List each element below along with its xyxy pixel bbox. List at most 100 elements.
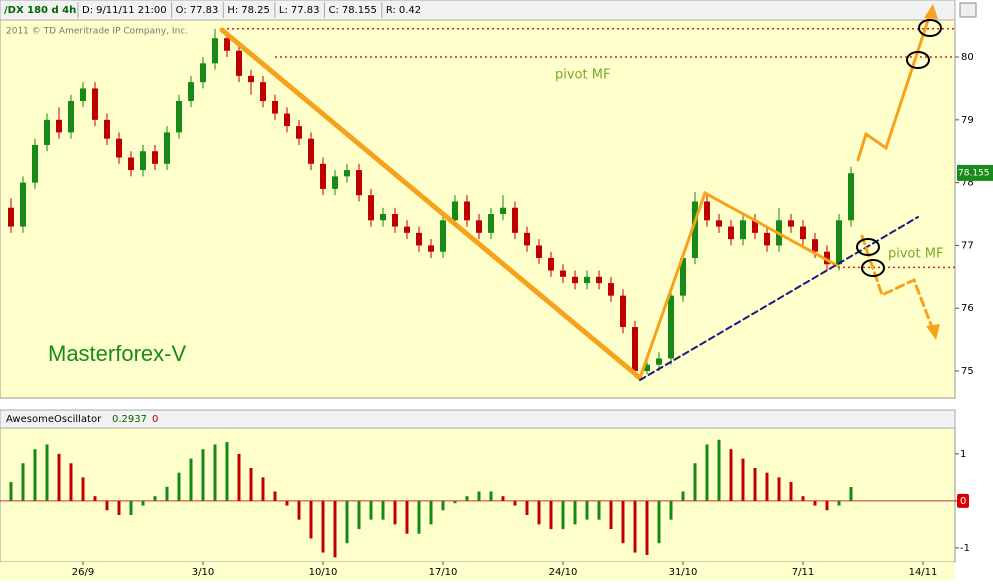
candle-body [68, 101, 74, 133]
y-tick-label: 78 [961, 178, 974, 189]
candle-body [44, 119, 50, 145]
candle-body [464, 201, 470, 221]
osc-bar [597, 500, 601, 520]
candle-body [296, 126, 302, 139]
candle-body [632, 327, 638, 371]
osc-bar [765, 472, 769, 501]
copyright: 2011 © TD Ameritrade IP Company, Inc. [6, 27, 188, 37]
field-value: 77.83 [291, 5, 320, 16]
field-value: 9/11/11 21:00 [96, 5, 167, 16]
trend-line [219, 27, 643, 381]
candle-body [620, 295, 626, 328]
osc-bar [741, 458, 745, 501]
osc-bar [705, 444, 709, 501]
osc-bar [129, 500, 133, 515]
osc-zero: 0 [152, 414, 158, 425]
candle-body [752, 220, 758, 233]
osc-bar [453, 500, 457, 504]
field-value: 77.83 [190, 5, 219, 16]
candle-body [800, 226, 806, 240]
candle-body [716, 220, 722, 227]
x-tick-label: 24/10 [549, 567, 578, 578]
osc-bar [513, 500, 517, 506]
osc-bar [825, 500, 829, 511]
candle-body [848, 173, 854, 221]
candle-body [200, 63, 206, 83]
osc-bar [69, 463, 73, 501]
osc-bar [837, 500, 841, 506]
marker [918, 19, 942, 37]
price-tag-label: 78.155 [958, 168, 990, 178]
candle-body [476, 220, 482, 233]
candle-body [788, 220, 794, 227]
print-button[interactable] [959, 2, 977, 18]
osc-bar [117, 500, 121, 515]
osc-bar [429, 500, 433, 525]
osc-bar [21, 463, 25, 501]
candle-body [308, 138, 314, 164]
candle-body [188, 82, 194, 101]
candle-body [284, 113, 290, 127]
candle-body [836, 220, 842, 265]
osc-bar [153, 496, 157, 501]
field-label: L: [279, 5, 288, 16]
candle-body [116, 138, 122, 158]
x-tick-label: 3/10 [192, 567, 214, 578]
osc-bar [717, 439, 721, 501]
candle-body [596, 276, 602, 284]
osc-bar [273, 491, 277, 501]
candle-body [740, 220, 746, 240]
osc-bar [681, 491, 685, 501]
candle-body [572, 276, 578, 284]
watermark: Masterforex-V [48, 341, 186, 366]
osc-bar [789, 482, 793, 501]
y-tick-label: 77 [961, 240, 974, 251]
osc-bar [165, 486, 169, 501]
candle-body [416, 232, 422, 246]
osc-bar [297, 500, 301, 520]
candle-body [764, 232, 770, 246]
osc-bar [57, 453, 61, 501]
osc-bar [237, 453, 241, 501]
candle-body [356, 170, 362, 196]
candle-body [224, 38, 230, 51]
osc-bar [93, 496, 97, 501]
candle-body [56, 119, 62, 133]
candle-body [452, 201, 458, 221]
time-axis [0, 562, 955, 580]
marker [856, 238, 880, 256]
osc-header-bar [0, 409, 956, 429]
osc-bar [417, 500, 421, 534]
osc-bar [45, 444, 49, 501]
field-label: D: [82, 5, 93, 16]
osc-bar [369, 500, 373, 520]
candle-body [32, 144, 38, 183]
candle-body [728, 226, 734, 240]
marker [906, 51, 930, 69]
header-field: D: 9/11/11 21:00 [82, 5, 167, 16]
osc-bar [501, 496, 505, 501]
x-tick-label: 7/11 [792, 567, 814, 578]
y-tick-label: 1 [960, 449, 966, 460]
candle-body [380, 214, 386, 221]
osc-bar [621, 500, 625, 544]
header-field: R: 0.42 [386, 5, 421, 16]
osc-bar [333, 500, 337, 558]
osc-bar [645, 500, 649, 555]
candle-body [128, 157, 134, 171]
osc-bar [777, 477, 781, 501]
osc-bar [201, 449, 205, 501]
osc-bar [81, 477, 85, 501]
symbol: /DX 180 d 4h [4, 5, 76, 16]
candle-body [608, 283, 614, 296]
candle-body [560, 270, 566, 277]
osc-bar [561, 500, 565, 530]
osc-bar [585, 500, 589, 520]
osc-bar [573, 500, 577, 525]
support-line [639, 216, 919, 381]
osc-bar [309, 500, 313, 539]
osc-bar [285, 500, 289, 506]
candle-body [212, 38, 218, 64]
header-field: L: 77.83 [279, 5, 320, 16]
candle-body [8, 207, 14, 227]
